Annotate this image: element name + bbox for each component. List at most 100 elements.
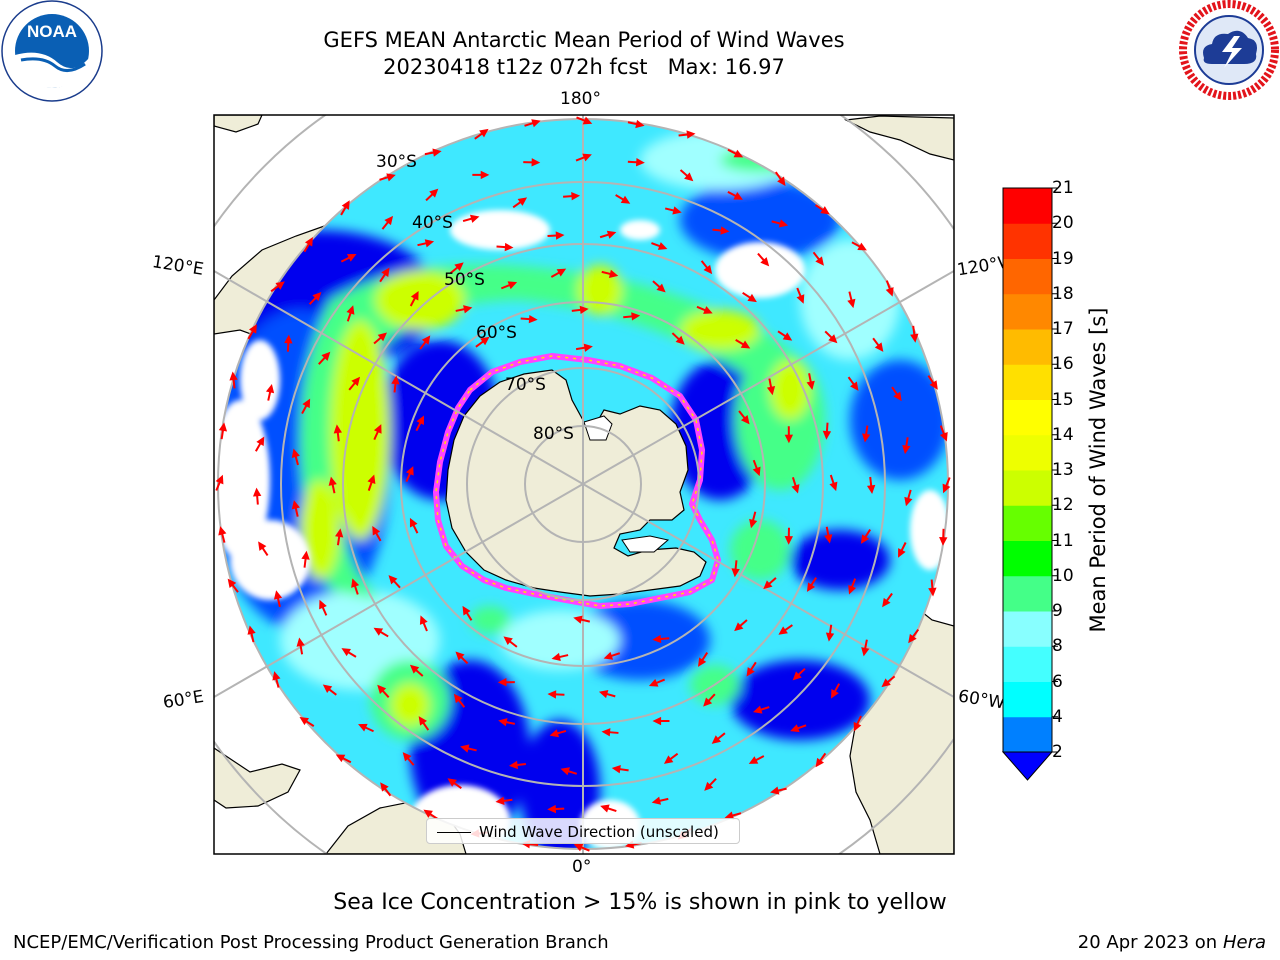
wind-arrow-head: [341, 648, 351, 657]
colorbar-bin: [1003, 434, 1052, 471]
colorbar-tick-label: 19: [1052, 248, 1074, 269]
wind-arrow-head: [252, 487, 262, 497]
wind-arrow-head: [862, 433, 871, 443]
wind-arrow-head: [648, 678, 659, 687]
wind-arrow-head: [272, 671, 281, 681]
wind-arrow-head: [675, 335, 685, 345]
wind-arrow-head: [418, 716, 427, 726]
noaa-logo-icon: NOAA: [1, 0, 103, 102]
wind-arrow-head: [423, 809, 433, 818]
wind-arrow-head: [720, 226, 730, 235]
colorbar-tick-label: 15: [1052, 389, 1074, 410]
sea-ice-note: Sea Ice Concentration > 15% is shown in …: [333, 890, 947, 915]
wind-arrow-head: [606, 230, 617, 239]
map-frame: [213, 114, 955, 855]
wind-arrow-head: [928, 587, 937, 597]
lon-label-180: 180°: [560, 89, 601, 109]
wind-arrow-head: [824, 534, 833, 544]
colorbar-label: Mean Period of Wind Waves [s]: [1086, 307, 1110, 633]
wind-arrow-head: [341, 200, 350, 210]
wind-arrow-head: [881, 678, 891, 688]
wind-arrow-head: [508, 760, 519, 770]
wind-arrow-head: [806, 380, 815, 390]
map-legend: Wind Wave Direction (unscaled): [426, 818, 740, 844]
colorbar-bin: [1003, 575, 1052, 612]
wind-arrow-head: [760, 257, 770, 267]
wind-arrow-head: [866, 484, 876, 494]
wind-arrow-head: [792, 671, 802, 681]
wind-arrow-head: [778, 219, 789, 228]
wind-arrow-head: [503, 636, 513, 646]
wind-arrow-head: [902, 444, 911, 455]
wind-arrow-head: [333, 424, 342, 434]
wind-arrow-head: [672, 206, 682, 215]
lat-label-50s: 50°S: [444, 270, 485, 290]
wind-arrow-head: [857, 242, 867, 251]
wind-arrow-head: [582, 153, 592, 162]
wind-arrow-head: [405, 466, 414, 476]
colorbar-tick-label: 18: [1052, 283, 1074, 304]
wind-arrow-head: [556, 268, 567, 277]
wind-arrow-head: [822, 430, 832, 440]
wind-arrow-head: [740, 414, 750, 425]
lon-label-0: 0°: [572, 857, 592, 877]
lat-label-70s: 70°S: [505, 375, 546, 395]
wind-arrow-head: [777, 176, 786, 186]
wind-arrow-head: [299, 716, 309, 726]
wind-arrow-head: [549, 729, 560, 738]
wind-arrow-head: [611, 765, 621, 774]
colorbar-bin: [1003, 223, 1052, 259]
wind-arrow-head: [724, 811, 735, 820]
wind-arrow-head: [551, 652, 561, 662]
colorbar-bin: [1003, 646, 1052, 682]
wind-arrow-head: [377, 684, 387, 694]
wind-arrow-head: [620, 195, 631, 204]
wind-arrow-head: [373, 424, 382, 434]
wind-arrow-head: [874, 342, 884, 352]
wind-arrow-head: [853, 721, 862, 732]
colorbar-bin: [1003, 681, 1052, 718]
wind-arrow-head: [218, 422, 228, 432]
wind-arrow-head: [733, 192, 743, 200]
wind-arrow-head: [372, 526, 381, 536]
wind-arrow-head: [704, 781, 714, 791]
wind-arrow-head: [227, 578, 237, 588]
wind-arrow-head: [815, 757, 824, 768]
wind-arrow-head: [686, 130, 696, 139]
wind-arrow-head: [470, 214, 480, 223]
colorbar-bin: [1003, 399, 1052, 436]
chart-title: GEFS MEAN Antarctic Mean Period of Wind …: [323, 28, 845, 52]
wind-arrow-head: [747, 293, 757, 303]
wind-arrow-head: [321, 351, 331, 361]
wind-arrow-head: [598, 690, 609, 699]
colorbar-bin: [1003, 505, 1052, 541]
colorbar-tick-label: 14: [1052, 424, 1074, 445]
colorbar-tick-label: 20: [1052, 213, 1074, 234]
wind-arrow-head: [753, 705, 763, 714]
nws-logo-icon: [1179, 0, 1279, 100]
wind-arrow-head: [447, 778, 457, 787]
wind-arrow-head: [528, 314, 538, 324]
wind-arrow-head: [531, 119, 541, 128]
wind-arrow-head: [796, 294, 805, 304]
wind-arrow-head: [749, 518, 758, 529]
wind-arrow-head: [429, 188, 439, 198]
colorbar-tick-label: 11: [1052, 530, 1074, 551]
wind-arrow-head: [409, 517, 418, 528]
wind-arrow-head: [860, 534, 870, 544]
wind-arrow-head: [497, 678, 507, 687]
colorbar-extend-min: [1001, 751, 1054, 781]
wind-arrow-head: [335, 754, 346, 763]
wind-arrow-head: [215, 474, 224, 485]
wind-arrow-head: [861, 647, 870, 657]
wind-arrow-head: [455, 651, 465, 661]
wind-arrow-head: [579, 305, 589, 315]
wind-arrow-head: [571, 192, 581, 201]
wind-arrow-head: [275, 281, 285, 290]
wind-arrow-head: [582, 116, 593, 125]
wind-arrow-head: [328, 476, 337, 486]
wind-arrow-head: [531, 158, 541, 167]
wind-arrow-head: [547, 804, 557, 814]
colorbar-tick-label: 13: [1052, 460, 1074, 480]
colorbar-bin: [1003, 364, 1052, 400]
